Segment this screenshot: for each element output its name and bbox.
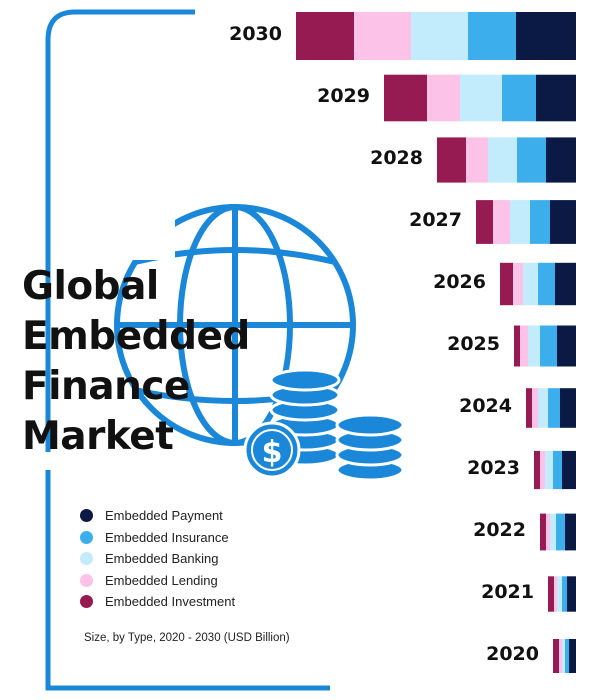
bar-segment-embedded-insurance-2028	[517, 137, 546, 183]
bar-segment-embedded-banking-2023	[545, 450, 553, 490]
legend-swatch	[80, 573, 93, 587]
bar-segment-embedded-lending-2029	[427, 74, 460, 122]
bar-segment-embedded-investment-2029	[384, 74, 427, 122]
legend-label: Embedded Investment	[105, 594, 236, 610]
bar-segment-embedded-banking-2025	[528, 325, 540, 367]
legend-swatch	[80, 595, 93, 609]
bar-segment-embedded-insurance-2029	[502, 74, 536, 122]
bar-segment-embedded-payment-2030	[516, 12, 576, 60]
year-label-2025: 2025	[447, 333, 500, 355]
legend-item: Embedded Payment	[80, 505, 235, 527]
bar-segment-embedded-insurance-2020	[565, 639, 569, 673]
bar-segment-embedded-payment-2022	[565, 513, 576, 551]
legend: Embedded Payment Embedded Insurance Embe…	[80, 505, 235, 613]
legend-label: Embedded Banking	[105, 551, 219, 567]
bar-segment-embedded-investment-2030	[296, 12, 354, 60]
bar-segment-embedded-investment-2020	[553, 639, 559, 673]
bar-segment-embedded-lending-2028	[466, 137, 488, 183]
bar-segment-embedded-investment-2027	[476, 200, 493, 244]
bar-segment-embedded-lending-2026	[513, 262, 523, 306]
bar-segment-embedded-lending-2025	[520, 325, 528, 367]
bar-segment-embedded-payment-2023	[562, 450, 576, 490]
chart-caption: Size, by Type, 2020 - 2030 (USD Billion)	[84, 632, 290, 644]
bar-segment-embedded-banking-2022	[550, 513, 556, 551]
bar-segment-embedded-payment-2020	[569, 639, 576, 673]
bar-segment-embedded-payment-2027	[550, 200, 576, 244]
svg-text:$: $	[262, 435, 283, 470]
coin-stack-icon	[269, 368, 405, 482]
bar-segment-embedded-insurance-2027	[530, 200, 550, 244]
bar-segment-embedded-lending-2023	[540, 450, 545, 490]
legend-item: Embedded Insurance	[80, 527, 235, 549]
bar-segment-embedded-payment-2029	[536, 74, 576, 122]
bar-segment-embedded-payment-2025	[557, 325, 576, 367]
year-label-2028: 2028	[370, 147, 423, 169]
bar-segment-embedded-lending-2020	[559, 639, 562, 673]
bar-segment-embedded-lending-2022	[546, 513, 550, 551]
year-label-2020: 2020	[486, 643, 539, 665]
year-label-2023: 2023	[467, 457, 520, 479]
legend-swatch	[80, 552, 93, 566]
year-label-2024: 2024	[459, 395, 512, 417]
dollar-coin-icon: $	[243, 421, 301, 479]
bar-segment-embedded-banking-2027	[510, 200, 530, 244]
legend-swatch	[80, 509, 93, 523]
bar-segment-embedded-insurance-2023	[553, 450, 562, 490]
year-label-2026: 2026	[433, 271, 486, 293]
bar-segment-embedded-insurance-2025	[540, 325, 557, 367]
bar-segment-embedded-insurance-2024	[548, 388, 560, 428]
year-label-2029: 2029	[317, 85, 370, 107]
bar-segment-embedded-investment-2022	[540, 513, 546, 551]
legend-label: Embedded Insurance	[105, 529, 229, 545]
bar-segment-embedded-investment-2026	[500, 262, 513, 306]
bar-segment-embedded-investment-2021	[548, 576, 554, 612]
bar-segment-embedded-banking-2030	[411, 12, 468, 60]
year-label-2030: 2030	[229, 23, 282, 45]
legend-item: Embedded Investment	[80, 591, 235, 613]
bar-segment-embedded-banking-2028	[488, 137, 517, 183]
bar-segment-embedded-payment-2021	[567, 576, 576, 612]
bar-segment-embedded-investment-2024	[526, 388, 532, 428]
legend-item: Embedded Lending	[80, 570, 235, 592]
chart-title: Global Embedded Finance Market	[22, 264, 250, 459]
year-label-2022: 2022	[473, 519, 526, 541]
bar-segment-embedded-insurance-2030	[468, 12, 516, 60]
bar-segment-embedded-banking-2021	[557, 576, 562, 612]
bar-segment-embedded-lending-2024	[532, 388, 538, 428]
year-label-2027: 2027	[409, 209, 462, 231]
bar-segment-embedded-lending-2030	[354, 12, 411, 60]
legend-item: Embedded Banking	[80, 548, 235, 570]
bar-segment-embedded-investment-2028	[437, 137, 466, 183]
bar-segment-embedded-banking-2026	[523, 262, 538, 306]
bar-segment-embedded-lending-2027	[493, 200, 510, 244]
legend-label: Embedded Lending	[105, 572, 218, 588]
bar-segment-embedded-payment-2024	[560, 388, 576, 428]
bar-segment-embedded-insurance-2022	[556, 513, 565, 551]
bar-segment-embedded-insurance-2021	[562, 576, 567, 612]
bar-segment-embedded-lending-2021	[554, 576, 557, 612]
legend-label: Embedded Payment	[105, 508, 223, 524]
bar-segment-embedded-banking-2020	[562, 639, 565, 673]
bar-segment-embedded-banking-2029	[460, 74, 502, 122]
bar-segment-embedded-investment-2023	[534, 450, 540, 490]
bar-segment-embedded-payment-2026	[555, 262, 576, 306]
bar-segment-embedded-insurance-2026	[538, 262, 555, 306]
bar-segment-embedded-payment-2028	[546, 137, 576, 183]
bar-segment-embedded-investment-2025	[514, 325, 520, 367]
year-label-2021: 2021	[481, 581, 534, 603]
legend-swatch	[80, 530, 93, 544]
bar-segment-embedded-banking-2024	[538, 388, 548, 428]
